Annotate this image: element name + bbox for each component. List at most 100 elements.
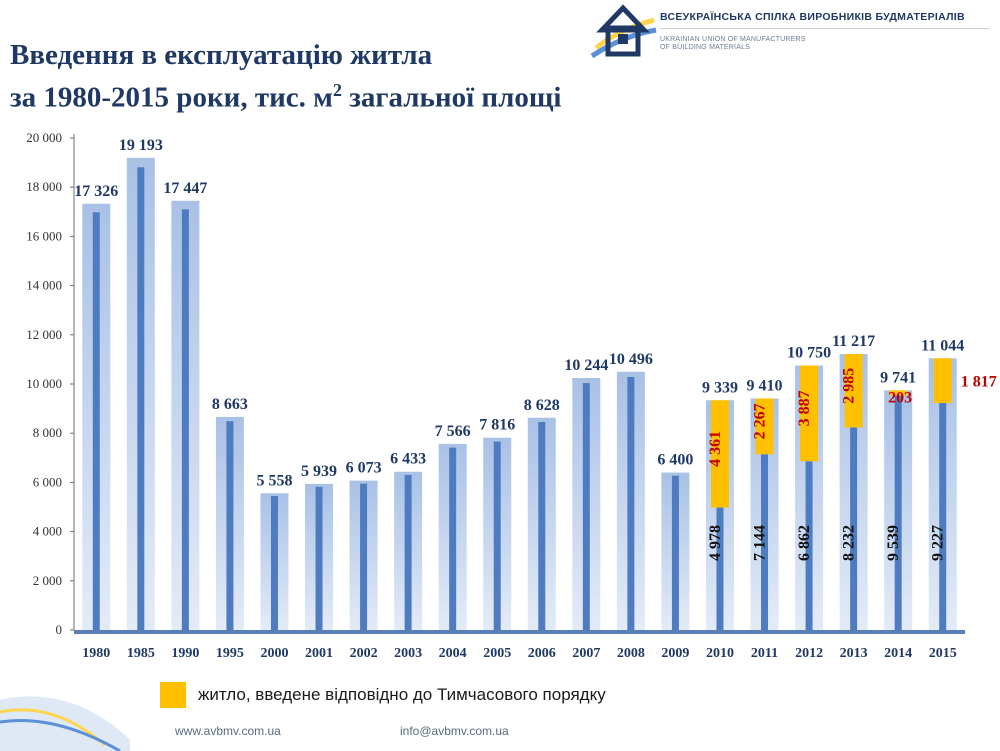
x-tick-label: 2009 xyxy=(661,646,689,661)
total-value-label: 9 339 xyxy=(702,379,738,396)
total-value-label: 6 400 xyxy=(657,452,693,469)
bar-inner xyxy=(939,403,947,630)
bar-inner xyxy=(761,454,769,630)
x-tick-label: 2003 xyxy=(394,646,422,661)
inner-value-label: 9 539 xyxy=(885,525,902,561)
total-value-label: 17 326 xyxy=(74,183,118,200)
bar-inner xyxy=(894,395,902,630)
bar-inner xyxy=(671,475,679,630)
bar-temporary xyxy=(755,398,774,455)
x-tick-label: 2007 xyxy=(572,646,600,661)
footer-website[interactable]: www.avbmv.com.ua xyxy=(175,724,281,738)
inner-value-label: 4 978 xyxy=(707,525,724,561)
bar-inner xyxy=(270,496,278,630)
bar-inner xyxy=(315,486,323,630)
total-value-label: 7 566 xyxy=(435,423,471,440)
bar-inner xyxy=(805,461,813,630)
inner-value-label: 7 144 xyxy=(752,525,769,561)
y-tick-label: 16 000 xyxy=(26,228,62,243)
total-value-label: 5 939 xyxy=(301,463,337,480)
temporary-value-label: 4 361 xyxy=(707,431,724,467)
y-tick-label: 2 000 xyxy=(33,573,62,588)
y-tick-label: 8 000 xyxy=(33,425,62,440)
org-name-ua: ВСЕУКРАЇНСЬКА СПІЛКА ВИРОБНИКІВ БУДМАТЕР… xyxy=(660,11,965,23)
temporary-value-label: 2 985 xyxy=(841,368,858,404)
x-tick-label: 2011 xyxy=(751,646,778,661)
house-logo-icon xyxy=(590,4,657,59)
temporary-value-label: 1 817 xyxy=(961,374,997,391)
y-tick-label: 18 000 xyxy=(26,179,62,194)
legend-swatch xyxy=(160,682,186,708)
temporary-value-label: 203 xyxy=(888,389,912,406)
title-part-a: за 1980-2015 роки, тис. м xyxy=(10,81,333,114)
footer-email[interactable]: info@avbmv.com.ua xyxy=(400,724,509,738)
bar-inner xyxy=(850,427,858,630)
x-tick-label: 2000 xyxy=(260,646,288,661)
total-value-label: 11 217 xyxy=(832,333,875,350)
total-value-label: 9 410 xyxy=(747,378,783,395)
bar-inner xyxy=(716,507,724,630)
total-value-label: 10 496 xyxy=(609,351,653,368)
total-value-label: 17 447 xyxy=(163,180,207,197)
total-value-label: 10 244 xyxy=(564,357,608,374)
total-value-label: 6 073 xyxy=(346,460,382,477)
bar-inner xyxy=(137,167,145,630)
x-tick-label: 1995 xyxy=(216,646,244,661)
x-tick-label: 1990 xyxy=(171,646,199,661)
x-tick-label: 2014 xyxy=(884,646,912,661)
bar-inner xyxy=(360,483,368,630)
title-part-b: загальної площі xyxy=(341,81,562,114)
x-tick-label: 2008 xyxy=(617,646,645,661)
x-tick-label: 2012 xyxy=(795,646,823,661)
y-tick-label: 14 000 xyxy=(26,278,62,293)
org-name-en: UKRAINIAN UNION OF MANUFACTURERS OF BUIL… xyxy=(660,36,830,52)
bar-inner xyxy=(449,447,457,630)
total-value-label: 19 193 xyxy=(119,137,163,154)
org-name-en-line-1: UKRAINIAN UNION OF MANUFACTURERS xyxy=(660,36,806,43)
bar-inner xyxy=(181,209,189,630)
bar-inner xyxy=(92,212,100,630)
y-tick-label: 12 000 xyxy=(26,327,62,342)
temporary-value-label: 3 887 xyxy=(796,390,813,426)
x-tick-label: 2002 xyxy=(350,646,378,661)
bar-inner xyxy=(538,421,546,630)
chart-legend: житло, введене відповідно до Тимчасового… xyxy=(160,682,606,708)
bar-temporary xyxy=(889,390,908,396)
x-tick-label: 2010 xyxy=(706,646,734,661)
x-tick-label: 2005 xyxy=(483,646,511,661)
page-title: Введення в експлуатацію житла за 1980-20… xyxy=(10,38,561,116)
bar-temporary xyxy=(933,358,952,404)
x-tick-label: 2013 xyxy=(840,646,868,661)
title-line-2: за 1980-2015 роки, тис. м2 загальної пло… xyxy=(10,73,561,116)
bar-temporary xyxy=(800,365,819,462)
total-value-label: 8 628 xyxy=(524,397,560,414)
bar-inner xyxy=(627,376,635,630)
org-name-en-line-2: OF BUILDING MATERIALS xyxy=(660,44,751,51)
title-line-1: Введення в експлуатацію житла xyxy=(10,39,433,71)
title-superscript: 2 xyxy=(332,80,342,100)
total-value-label: 8 663 xyxy=(212,396,248,413)
inner-value-label: 6 862 xyxy=(796,525,813,561)
y-tick-label: 0 xyxy=(56,622,63,637)
x-tick-label: 2001 xyxy=(305,646,333,661)
inner-value-label: 8 232 xyxy=(841,525,858,561)
temporary-value-label: 2 267 xyxy=(752,403,769,439)
y-tick-label: 4 000 xyxy=(33,524,62,539)
org-divider xyxy=(660,28,990,29)
total-value-label: 7 816 xyxy=(479,417,515,434)
x-tick-label: 1980 xyxy=(82,646,110,661)
total-value-label: 10 750 xyxy=(787,345,831,362)
bar-temporary xyxy=(710,400,729,508)
y-tick-label: 6 000 xyxy=(33,474,62,489)
total-value-label: 6 433 xyxy=(390,451,426,468)
x-tick-label: 1985 xyxy=(127,646,155,661)
x-tick-label: 2004 xyxy=(439,646,467,661)
bar-temporary xyxy=(844,354,863,428)
total-value-label: 11 044 xyxy=(921,337,964,354)
inner-value-label: 9 227 xyxy=(930,525,947,561)
bar-inner xyxy=(404,474,412,630)
legend-label: житло, введене відповідно до Тимчасового… xyxy=(198,685,606,704)
y-tick-label: 10 000 xyxy=(26,376,62,391)
